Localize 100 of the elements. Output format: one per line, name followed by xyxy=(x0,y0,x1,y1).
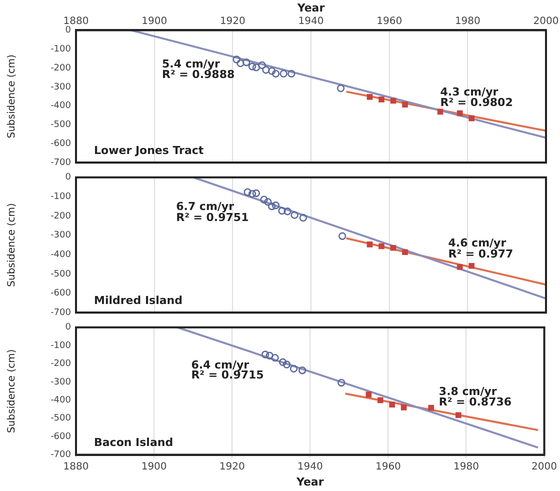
y-tick-label: -200 xyxy=(50,63,72,74)
point xyxy=(260,196,268,204)
point xyxy=(299,214,308,222)
x-tick-label: 1920 xyxy=(219,461,245,472)
x2-tick-label: 1940 xyxy=(298,16,324,27)
y-tick-label: -400 xyxy=(50,101,72,112)
point xyxy=(298,366,306,374)
point xyxy=(468,115,474,122)
annotation: 5.4 cm/yr xyxy=(162,57,220,70)
point xyxy=(389,402,395,408)
x-tick-label: 2000 xyxy=(532,461,557,472)
x2-tick-label: 1900 xyxy=(142,16,168,27)
point xyxy=(402,102,408,108)
x2-tick-label: 1980 xyxy=(454,16,480,27)
point xyxy=(377,397,384,404)
point xyxy=(402,249,408,256)
annotation: 4.3 cm/yr xyxy=(440,85,499,98)
point xyxy=(366,242,373,248)
point xyxy=(338,232,346,240)
point xyxy=(262,66,270,74)
x2-tick-label: 1920 xyxy=(220,16,246,27)
point xyxy=(428,404,434,411)
point xyxy=(252,64,260,72)
y-tick-label: -600 xyxy=(50,139,72,150)
point xyxy=(468,262,474,269)
point xyxy=(366,94,373,100)
x2-axis-title: Year xyxy=(296,1,326,14)
x-tick-label: 1980 xyxy=(454,461,479,472)
y-tick-label: -700 xyxy=(50,158,72,168)
y-tick-label: -600 xyxy=(50,288,72,299)
point xyxy=(456,412,462,418)
y-tick-label: -300 xyxy=(50,82,72,92)
point xyxy=(336,84,345,92)
y-tick-label: -200 xyxy=(50,359,72,370)
point xyxy=(266,352,274,360)
point xyxy=(290,364,298,373)
y-tick-label: -400 xyxy=(50,396,72,406)
annotation: 4.6 cm/yr xyxy=(448,236,507,250)
annotation: R² = 0.9715 xyxy=(191,368,264,382)
point xyxy=(390,244,396,251)
point xyxy=(242,58,250,66)
y-tick-label: 0 xyxy=(65,172,72,183)
point xyxy=(338,378,346,387)
point xyxy=(378,243,384,250)
text: Mildred Island xyxy=(94,294,182,307)
y-tick-label: -300 xyxy=(50,377,72,388)
x2-tick-label: 1960 xyxy=(376,16,402,27)
text: Bacon Island xyxy=(94,436,174,450)
x-tick-label: 1960 xyxy=(375,461,401,472)
point xyxy=(290,211,298,219)
point xyxy=(248,62,256,70)
y-tick-label: 0 xyxy=(65,26,72,36)
y-tick-label: -100 xyxy=(50,340,72,351)
y-tick-label: -200 xyxy=(50,211,72,222)
y-tick-label: 0 xyxy=(65,322,72,333)
point xyxy=(390,98,396,104)
text: Lower Jones Tract xyxy=(94,144,204,157)
point xyxy=(272,202,280,210)
y-axis-title: Subsidence (cm) xyxy=(6,54,18,138)
point xyxy=(456,264,463,270)
point xyxy=(437,108,444,115)
y-tick-label: -500 xyxy=(50,269,72,280)
point xyxy=(264,198,272,206)
point xyxy=(282,360,291,368)
y-tick-label: -700 xyxy=(50,308,72,318)
point xyxy=(400,404,407,410)
annotation: 6.4 cm/yr xyxy=(191,358,250,372)
y-tick-label: -700 xyxy=(50,450,72,460)
point xyxy=(278,358,287,366)
point xyxy=(258,61,266,70)
point xyxy=(278,206,286,215)
point xyxy=(272,70,280,78)
annotation: R² = 0.9888 xyxy=(162,68,235,82)
point xyxy=(232,56,240,64)
x-tick-label: 1940 xyxy=(297,461,323,472)
point xyxy=(288,70,296,78)
point xyxy=(284,208,292,216)
x-tick-label: 1880 xyxy=(63,461,89,472)
point xyxy=(248,190,256,198)
y-tick-label: -600 xyxy=(50,432,72,442)
x-axis-title: Year xyxy=(296,475,324,488)
point xyxy=(280,70,288,78)
y-tick-label: -400 xyxy=(50,250,72,260)
point xyxy=(271,354,279,362)
x2-tick-label: 1880 xyxy=(63,16,89,27)
y-tick-label: -500 xyxy=(50,414,72,424)
point xyxy=(366,392,372,398)
y-tick-label: -100 xyxy=(50,44,72,54)
annotation: 6.7 cm/yr xyxy=(176,200,235,214)
point xyxy=(268,202,276,210)
y-axis-title: Subsidence (cm) xyxy=(6,203,18,287)
annotation: 3.8 cm/yr xyxy=(438,385,498,398)
point xyxy=(236,59,244,68)
x2-tick-label: 2000 xyxy=(533,16,559,27)
point xyxy=(252,189,260,198)
y-tick-label: -300 xyxy=(50,230,72,241)
point xyxy=(378,96,384,102)
y-tick-label: -500 xyxy=(50,120,72,130)
x-tick-label: 1900 xyxy=(141,461,167,472)
y-axis-title: Subsidence (cm) xyxy=(6,349,18,433)
